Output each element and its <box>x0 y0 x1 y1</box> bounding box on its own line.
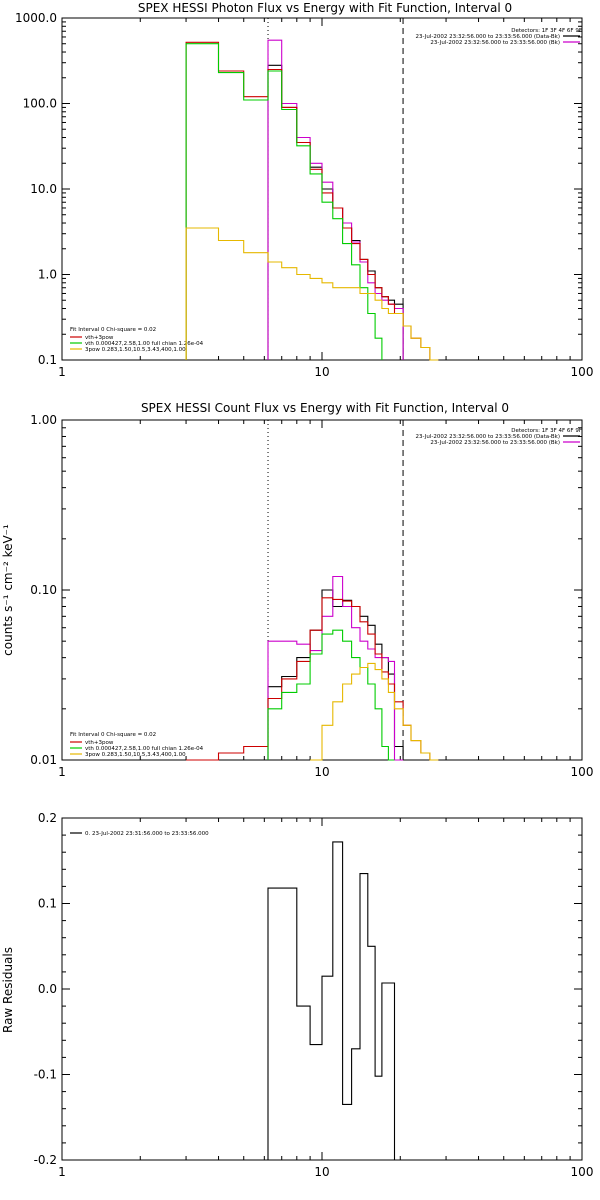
y-tick-label: 0.01 <box>30 753 57 767</box>
legend-top-residual: 0. 23-Jul-2002 23:31:56.000 to 23:33:56.… <box>85 831 209 837</box>
legend-top-data-bk: 23-Jul-2002 23:32:56.000 to 23:33:56.000… <box>416 34 561 40</box>
x-tick-label: 1 <box>58 365 66 379</box>
series-line-3pow <box>185 227 439 361</box>
legend-top-bk: 23-Jul-2002 23:32:56.000 to 23:33:56.000… <box>430 440 560 446</box>
series-line-bk <box>267 575 404 761</box>
chart-panel: 1 10 100 0.01 0.10 1.00 <box>30 413 593 779</box>
x-tick-label: 100 <box>571 765 594 779</box>
y-tick-label: 0.1 <box>38 897 57 911</box>
series-line-vth-3pow <box>185 41 439 361</box>
y-tick-label: 1.00 <box>30 413 57 427</box>
y-tick-label: 1000.0 <box>15 11 57 25</box>
chart-title: SPEX HESSI Count Flux vs Energy with Fit… <box>141 401 509 415</box>
detectors-label: Detectors: 1F 3F 4F 6F 9F <box>511 428 582 434</box>
y-tick-label: 10.0 <box>30 182 57 196</box>
series-line-3pow <box>310 662 439 761</box>
series-line-vth <box>185 43 383 360</box>
legend-bottom-total: vth+3pow <box>85 740 114 746</box>
y-axis-label: counts s⁻¹ cm⁻² keV⁻¹ <box>1 524 15 656</box>
y-tick-label: 0.2 <box>38 811 57 825</box>
legend-bottom-3pow: 3pow 0.283,1.50,10.5,3.43,400,1.00 <box>85 752 186 758</box>
y-tick-label: 0.1 <box>38 353 57 367</box>
legend-bottom-total: vth+3pow <box>85 335 114 341</box>
chart-panel: 1 10 100 0.1 1.0 10.0 100.0 1000.0 <box>15 11 593 379</box>
chart-panel: 1 10 100 -0.2 -0.1 0.0 0.1 0.2 <box>34 811 594 1179</box>
legend-bottom-vth: vth 0.000427,2.58,1.00 full chian 1.26e-… <box>85 746 204 752</box>
x-tick-label: 100 <box>571 365 594 379</box>
series-line-vth <box>267 629 395 761</box>
legend-top-bk: 23-Jul-2002 23:32:56.000 to 23:33:56.000… <box>430 40 560 46</box>
series-line-0-23-jul-2002-23-31-56-000-to-23-33-56-000 <box>267 841 404 1161</box>
legend-bottom-3pow: 3pow 0.283,1.50,10.5,3.43,400,1.00 <box>85 347 186 353</box>
series-line-vth-3pow <box>186 597 439 761</box>
x-tick-label: 10 <box>314 765 329 779</box>
chart-title: SPEX HESSI Photon Flux vs Energy with Fi… <box>138 1 512 15</box>
y-tick-label: -0.2 <box>34 1153 57 1167</box>
x-tick-label: 1 <box>58 1165 66 1179</box>
x-tick-label: 10 <box>314 365 329 379</box>
legend-top-data-bk: 23-Jul-2002 23:32:56.000 to 23:33:56.000… <box>416 434 561 440</box>
detectors-label: Detectors: 1F 3F 4F 6F 9F <box>511 28 582 34</box>
series-line-bk <box>267 39 404 360</box>
y-tick-label: 0.10 <box>30 583 57 597</box>
x-tick-label: 10 <box>314 1165 329 1179</box>
y-tick-label: 1.0 <box>38 268 57 282</box>
fit-label: Fit Interval 0 Chi-square = 0.02 <box>70 327 156 333</box>
y-tick-label: 100.0 <box>23 97 57 111</box>
legend-bottom-vth: vth 0.000427,2.58,1.00 full chian 1.26e-… <box>85 341 204 347</box>
x-tick-label: 1 <box>58 765 66 779</box>
series-line-data-bk <box>267 589 404 760</box>
y-tick-label: -0.1 <box>34 1068 57 1082</box>
x-tick-label: 100 <box>571 1165 594 1179</box>
y-axis-label: Raw Residuals <box>1 947 15 1033</box>
fit-label: Fit Interval 0 Chi-square = 0.02 <box>70 732 156 738</box>
y-tick-label: 0.0 <box>38 982 57 996</box>
